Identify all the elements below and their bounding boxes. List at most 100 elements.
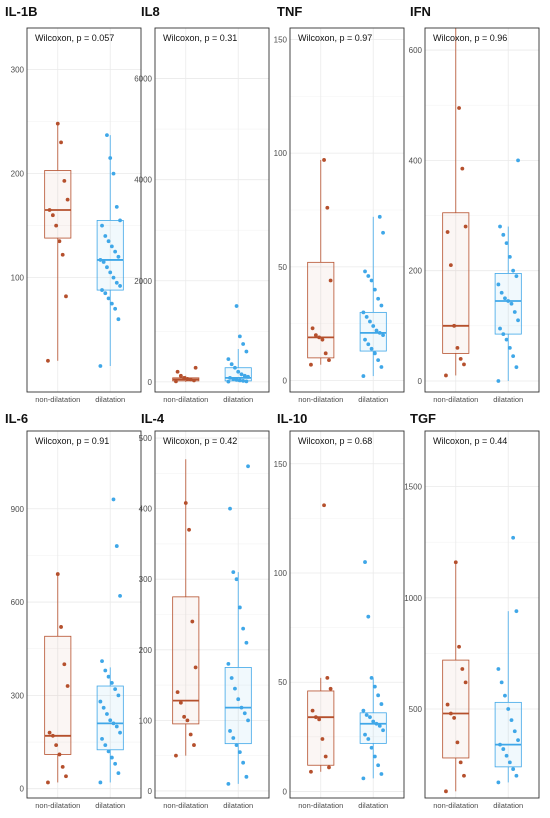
data-point [320,337,325,342]
y-tick-label: 300 [11,691,25,700]
data-point [111,721,116,726]
box-non-dilatation [172,365,200,384]
data-point [512,310,517,314]
data-point [182,714,187,719]
data-point [374,328,379,333]
data-point [174,753,178,758]
data-point [111,497,116,502]
panel-title: IL8 [141,4,160,19]
data-point [444,373,448,378]
box-iqr [494,273,522,335]
data-point [187,527,191,532]
data-point [511,268,516,273]
data-point [229,676,234,680]
x-tick-label: non-dilatation [298,395,343,404]
box-non-dilatation [172,459,200,758]
data-point [496,379,501,383]
y-tick-label: 0 [418,377,423,386]
x-tick-label: dilatation [95,395,125,404]
panel-border [26,27,142,393]
x-tick-label: non-dilatation [163,801,208,810]
panel-title: IL-6 [5,411,28,426]
y-tick-label: 100 [274,569,288,578]
data-point [106,674,111,679]
y-tick-label: 100 [139,716,153,725]
data-point [113,306,118,311]
data-point [379,365,384,369]
data-point [103,234,108,238]
data-point [98,699,103,704]
data-point [106,749,111,754]
data-point [98,780,103,785]
data-point [106,239,111,244]
data-point [116,693,121,698]
data-point [174,379,178,384]
data-point [244,349,249,354]
data-point [241,626,246,631]
data-point [509,718,514,723]
data-point [114,544,119,548]
data-point [499,680,504,685]
panel-il-6: IL-6 0 300 600 900 Wilcoxon, p = 0.91 non-dila… [5,411,142,810]
data-point [460,166,465,171]
data-point [231,376,236,381]
x-tick-label: non-dilatation [35,801,80,810]
data-point [372,684,377,689]
data-point [101,705,106,710]
box-iqr [44,635,72,755]
data-point [322,503,326,508]
data-point [111,171,116,176]
data-point [105,712,109,716]
data-point [234,743,239,747]
box-iqr [172,596,200,725]
plot-area [425,431,539,798]
data-point [100,737,104,741]
data-point [328,686,333,691]
data-point [501,232,506,237]
data-point [111,275,116,280]
data-point [114,724,119,729]
data-point [182,375,187,380]
data-point [114,280,119,285]
data-point [504,241,509,245]
data-point [47,208,52,212]
data-point [361,708,366,713]
data-point [366,614,371,619]
x-tick-label: dilatation [223,801,253,810]
y-tick-label: 100 [274,149,288,158]
y-tick-label: 900 [11,505,25,514]
wilcoxon-annotation: Wilcoxon, p = 0.68 [298,436,372,446]
data-point [116,254,121,259]
data-point [372,287,377,292]
data-point [327,765,331,770]
data-point [514,609,519,614]
data-point [47,730,52,735]
data-point [506,299,511,303]
panel-il-10: IL-10 0 50 100 150 Wilcoxon, p = 0.68 non-dila… [274,411,405,810]
y-tick-label: 0 [20,785,25,794]
panel-il8: IL8 0 2000 4000 6000 Wilcoxon, p = 0.31 non-di… [134,4,270,404]
data-point [369,745,374,750]
data-point [237,750,242,755]
y-tick-label: 500 [139,434,153,443]
y-tick-label: 200 [11,170,25,179]
box-iqr [44,170,72,239]
box-dilatation [96,133,124,368]
y-tick-label: 4000 [134,176,152,185]
data-point [54,743,59,748]
data-point [113,687,118,692]
box-non-dilatation [442,28,470,378]
data-point [458,357,463,361]
data-point [509,301,514,306]
data-point [369,278,374,283]
data-point [381,728,385,733]
data-point [496,282,501,287]
data-point [178,700,183,705]
y-tick-label: 600 [11,598,25,607]
y-tick-label: 200 [409,267,423,276]
data-point [60,252,65,257]
data-point [499,290,504,295]
data-point [239,705,244,710]
data-point [118,284,122,288]
data-point [498,224,502,229]
